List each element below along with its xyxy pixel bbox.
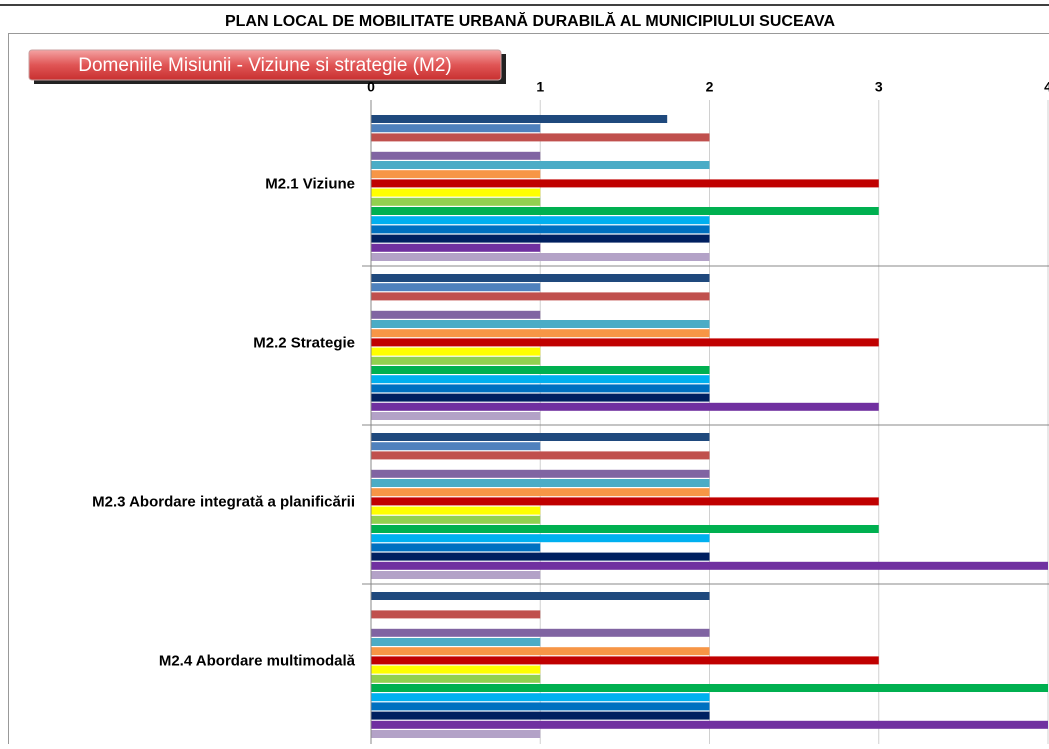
bar [371, 170, 540, 178]
bar [371, 730, 540, 738]
x-tick-label: 3 [875, 79, 883, 95]
bar [371, 366, 710, 374]
bar [371, 338, 879, 346]
x-tick-label: 0 [367, 79, 375, 95]
bar [371, 292, 710, 300]
bar [371, 207, 879, 215]
bar [371, 403, 879, 411]
bar [371, 666, 540, 674]
category-label: M2.4 Abordare multimodală [159, 653, 356, 670]
bar [371, 543, 540, 551]
category-label: M2.1 Viziune [265, 176, 355, 193]
category-label: M2.2 Strategie [253, 335, 355, 352]
bar [371, 712, 710, 720]
bar [371, 357, 540, 365]
chart-title: Domeniile Misiunii - Viziune si strategi… [78, 55, 451, 76]
bar [371, 235, 710, 243]
bar [371, 702, 710, 710]
page-title: PLAN LOCAL DE MOBILITATE URBANĂ DURABILĂ… [225, 11, 836, 30]
bar [371, 451, 710, 459]
bar [371, 470, 710, 478]
bar [371, 216, 710, 224]
bar [371, 516, 540, 524]
bar [371, 115, 667, 123]
x-tick-label: 4 [1044, 79, 1049, 95]
bar [371, 534, 710, 542]
bar [371, 433, 710, 441]
bar [371, 629, 710, 637]
bar [371, 384, 710, 392]
bar [371, 179, 879, 187]
bar [371, 721, 1048, 729]
bar [371, 329, 710, 337]
bar [371, 244, 540, 252]
bar [371, 124, 540, 132]
x-tick-label: 2 [706, 79, 714, 95]
bar [371, 133, 710, 141]
bar [371, 412, 540, 420]
category-label: M2.3 Abordare integrată a planificării [92, 494, 355, 511]
bar [371, 497, 879, 505]
bar [371, 488, 710, 496]
bar [371, 479, 710, 487]
bar [371, 161, 710, 169]
x-tick-label: 1 [536, 79, 544, 95]
bar [371, 320, 710, 328]
bar [371, 562, 1048, 570]
bar [371, 507, 540, 515]
bar [371, 656, 879, 664]
bar [371, 375, 710, 383]
bar [371, 693, 710, 701]
bar [371, 638, 540, 646]
bar [371, 253, 710, 261]
bar [371, 442, 540, 450]
bar [371, 394, 710, 402]
bar [371, 553, 710, 561]
bar [371, 152, 540, 160]
bar [371, 198, 540, 206]
bar [371, 675, 540, 683]
bar [371, 311, 540, 319]
bar [371, 610, 540, 618]
bar [371, 592, 710, 600]
bar [371, 647, 710, 655]
bar [371, 225, 710, 233]
bar [371, 189, 540, 197]
bar [371, 525, 879, 533]
bar [371, 283, 540, 291]
bar [371, 348, 540, 356]
bar [371, 571, 540, 579]
bar [371, 274, 710, 282]
bar [371, 684, 1048, 692]
